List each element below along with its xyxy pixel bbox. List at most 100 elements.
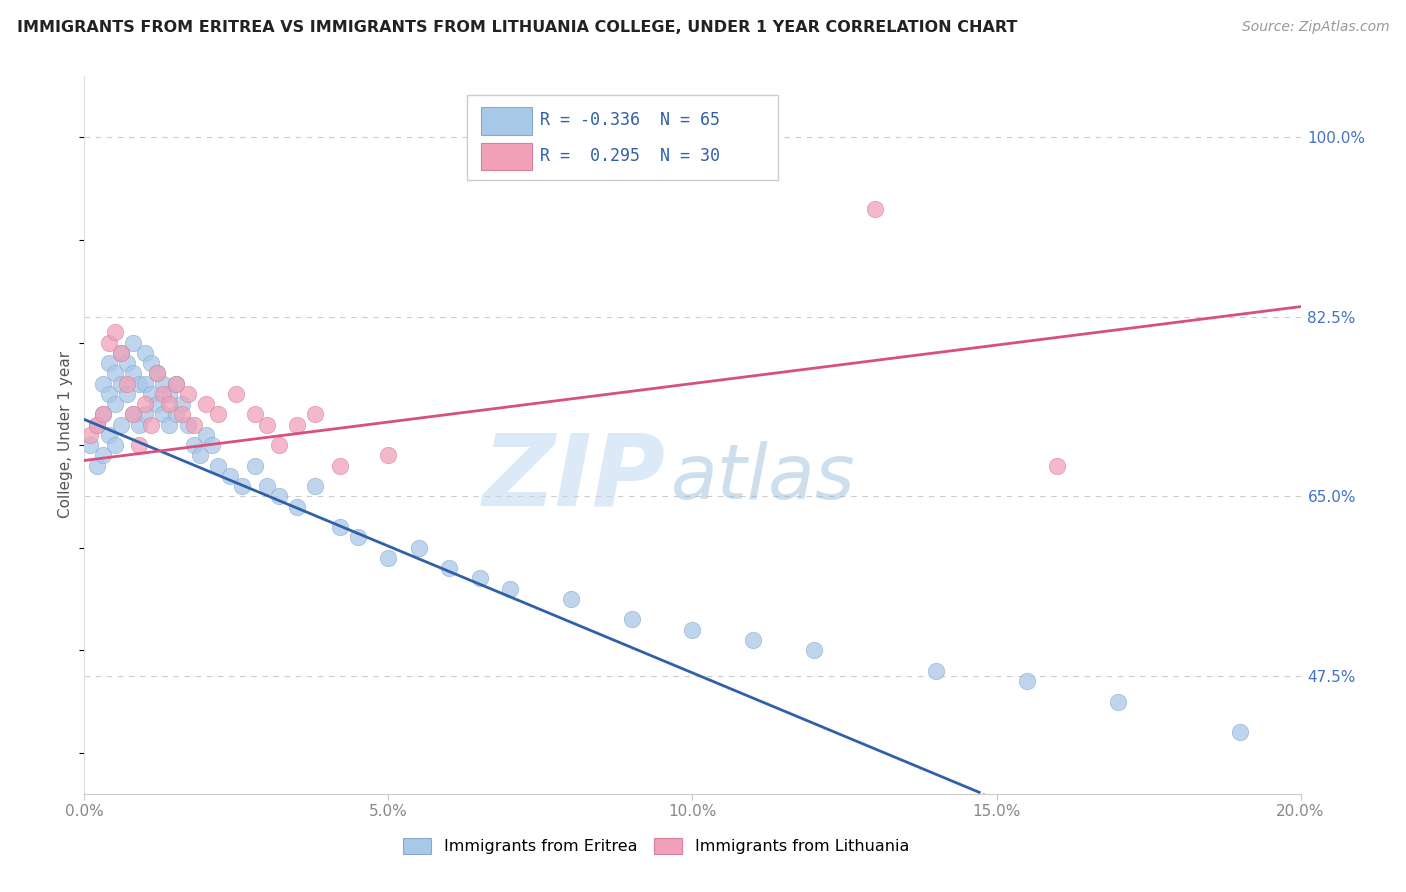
Point [122, 407, 145, 422]
Point [682, 623, 704, 637]
Point [183, 417, 205, 432]
Point [134, 397, 156, 411]
Point [170, 407, 193, 422]
Point [79, 428, 101, 442]
Point [267, 489, 290, 503]
Point [742, 633, 765, 648]
Point [267, 438, 290, 452]
Point [97, 356, 120, 370]
Point [104, 325, 127, 339]
Point [152, 387, 174, 401]
Point [159, 417, 181, 432]
Point [146, 366, 169, 380]
Point [243, 458, 266, 473]
Text: ZIP: ZIP [482, 429, 665, 526]
Text: atlas: atlas [671, 441, 855, 515]
Point [141, 356, 163, 370]
Point [122, 407, 145, 422]
Point [110, 346, 132, 360]
Point [97, 428, 120, 442]
Point [243, 407, 266, 422]
Point [1107, 694, 1129, 708]
Point [91, 407, 114, 422]
Point [439, 561, 461, 575]
Point [329, 458, 352, 473]
Point [925, 664, 948, 678]
Point [122, 335, 145, 350]
Point [79, 438, 101, 452]
Point [225, 387, 247, 401]
Point [152, 407, 174, 422]
Point [468, 572, 491, 586]
Point [219, 469, 242, 483]
Point [159, 387, 181, 401]
Y-axis label: College, Under 1 year: College, Under 1 year [58, 351, 73, 518]
Point [207, 407, 229, 422]
Point [141, 387, 163, 401]
Point [304, 407, 326, 422]
Point [256, 479, 278, 493]
Point [152, 376, 174, 391]
Point [134, 407, 156, 422]
Point [110, 417, 132, 432]
Point [256, 417, 278, 432]
Point [134, 346, 156, 360]
Point [115, 376, 138, 391]
Point [97, 335, 120, 350]
Point [285, 500, 308, 514]
Point [177, 387, 200, 401]
Point [207, 458, 229, 473]
Point [183, 438, 205, 452]
Point [194, 428, 218, 442]
Point [110, 346, 132, 360]
Point [377, 551, 399, 566]
Point [122, 366, 145, 380]
Point [188, 449, 211, 463]
Point [104, 366, 127, 380]
Point [1046, 458, 1069, 473]
Point [110, 376, 132, 391]
Point [170, 397, 193, 411]
FancyBboxPatch shape [467, 95, 778, 180]
Text: R =  0.295  N = 30: R = 0.295 N = 30 [540, 147, 720, 165]
Point [141, 417, 163, 432]
Point [104, 438, 127, 452]
Point [347, 530, 370, 544]
Point [91, 376, 114, 391]
Point [104, 397, 127, 411]
Point [499, 582, 522, 596]
Point [165, 376, 187, 391]
Point [1229, 725, 1251, 739]
Point [231, 479, 253, 493]
Point [97, 387, 120, 401]
Text: R = -0.336  N = 65: R = -0.336 N = 65 [540, 112, 720, 129]
Point [620, 613, 643, 627]
Point [329, 520, 352, 534]
Text: Source: ZipAtlas.com: Source: ZipAtlas.com [1241, 20, 1389, 34]
Point [146, 366, 169, 380]
Point [863, 202, 886, 217]
Point [159, 397, 181, 411]
Point [128, 417, 150, 432]
Point [377, 449, 399, 463]
Point [408, 541, 430, 555]
Point [194, 397, 218, 411]
Point [146, 397, 169, 411]
Point [128, 438, 150, 452]
Point [201, 438, 224, 452]
Point [115, 387, 138, 401]
Point [165, 407, 187, 422]
Point [91, 449, 114, 463]
Point [86, 458, 108, 473]
FancyBboxPatch shape [481, 107, 531, 135]
Point [91, 407, 114, 422]
FancyBboxPatch shape [481, 143, 531, 169]
Point [86, 417, 108, 432]
Point [115, 356, 138, 370]
Point [304, 479, 326, 493]
Point [128, 376, 150, 391]
Point [560, 592, 582, 607]
Point [285, 417, 308, 432]
Point [134, 376, 156, 391]
Point [177, 417, 200, 432]
